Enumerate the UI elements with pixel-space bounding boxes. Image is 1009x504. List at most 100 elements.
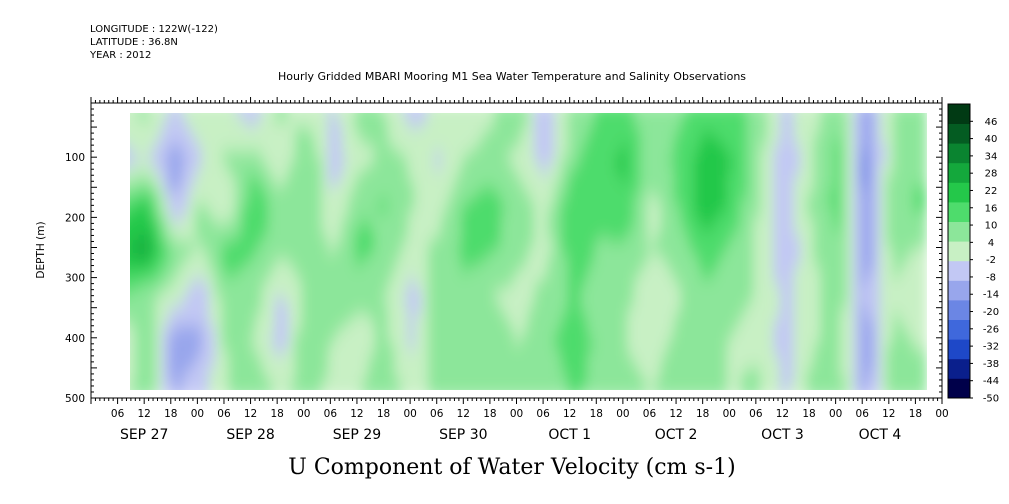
heatmap-cell — [647, 175, 655, 182]
heatmap-cell — [235, 181, 243, 188]
heatmap-cell — [467, 229, 475, 236]
heatmap-cell — [321, 157, 329, 164]
heatmap-cell — [780, 247, 788, 255]
heatmap-cell — [354, 241, 362, 249]
heatmap-cell — [354, 343, 362, 351]
heatmap-cell — [148, 241, 156, 249]
heatmap-cell — [653, 247, 662, 255]
heatmap-cell — [221, 307, 229, 315]
heatmap-cell — [401, 121, 409, 128]
heatmap-cell — [627, 361, 635, 369]
heatmap-cell — [520, 139, 529, 146]
heatmap-cell — [221, 343, 229, 351]
heatmap-cell — [614, 193, 622, 200]
heatmap-cell — [461, 223, 469, 230]
heatmap-cell — [155, 289, 163, 297]
heatmap-cell — [507, 247, 515, 255]
heatmap-cell — [747, 133, 755, 140]
heatmap-cell — [168, 241, 176, 249]
heatmap-cell — [673, 235, 681, 242]
heatmap-cell — [341, 331, 349, 339]
heatmap-cell — [720, 139, 728, 146]
heatmap-cell — [713, 313, 721, 321]
heatmap-cell — [567, 337, 575, 345]
heatmap-cell — [288, 289, 296, 297]
heatmap-cell — [215, 193, 223, 200]
heatmap-cell — [241, 235, 249, 242]
heatmap-cell — [281, 307, 289, 315]
heatmap-cell — [301, 283, 309, 291]
heatmap-cell — [760, 151, 768, 158]
heatmap-cell — [130, 271, 136, 279]
heatmap-cell — [130, 265, 136, 273]
heatmap-cell — [228, 235, 236, 242]
heatmap-cell — [361, 319, 369, 327]
heatmap-cell — [740, 133, 748, 140]
heatmap-cell — [407, 223, 416, 230]
heatmap-cell — [441, 127, 449, 134]
heatmap-cell — [620, 283, 628, 291]
heatmap-cell — [328, 277, 336, 285]
heatmap-cell — [627, 187, 635, 194]
heatmap-cell — [547, 277, 555, 285]
heatmap-cell — [308, 139, 316, 146]
heatmap-cell — [501, 199, 509, 206]
heatmap-cell — [607, 229, 615, 236]
heatmap-cell — [301, 151, 309, 158]
heatmap-cell — [268, 113, 276, 116]
heatmap-cell — [501, 181, 509, 188]
heatmap-cell — [195, 187, 203, 194]
heatmap-cell — [693, 115, 701, 122]
heatmap-cell — [773, 379, 781, 387]
heatmap-cell — [740, 235, 748, 242]
heatmap-cell — [747, 121, 755, 128]
heatmap-cell — [753, 355, 761, 363]
heatmap-cell — [707, 193, 715, 200]
heatmap-cell — [567, 133, 575, 140]
heatmap-cell — [328, 253, 336, 261]
heatmap-cell — [135, 193, 143, 200]
heatmap-cell — [175, 223, 183, 230]
heatmap-cell — [494, 361, 502, 369]
heatmap-cell — [520, 145, 529, 152]
heatmap-cell — [627, 349, 635, 357]
heatmap-cell — [720, 211, 728, 218]
heatmap-cell — [620, 181, 628, 188]
heatmap-cell — [481, 127, 489, 134]
heatmap-cell — [474, 181, 482, 188]
heatmap-cell — [208, 361, 216, 369]
heatmap-cell — [501, 151, 509, 158]
heatmap-cell — [733, 379, 741, 387]
heatmap-cell — [713, 205, 721, 212]
heatmap-cell — [155, 319, 163, 327]
heatmap-cell — [321, 271, 329, 279]
heatmap-cell — [514, 145, 522, 152]
heatmap-cell — [454, 386, 462, 390]
heatmap-cell — [520, 313, 529, 321]
heatmap-cell — [394, 205, 402, 212]
heatmap-cell — [634, 253, 642, 261]
heatmap-cell — [680, 247, 688, 255]
heatmap-cell — [620, 199, 628, 206]
heatmap-cell — [281, 386, 289, 390]
heatmap-cell — [687, 361, 695, 369]
heatmap-cell — [580, 133, 588, 140]
heatmap-cell — [434, 337, 442, 345]
heatmap-cell — [534, 265, 542, 273]
heatmap-cell — [248, 115, 256, 122]
heatmap-cell — [713, 373, 721, 381]
heatmap-cell — [673, 181, 681, 188]
heatmap-cell — [467, 319, 475, 327]
heatmap-cell — [441, 373, 449, 381]
heatmap-cell — [640, 113, 648, 116]
heatmap-cell — [707, 115, 715, 122]
heatmap-cell — [461, 386, 469, 390]
heatmap-cell — [474, 265, 482, 273]
heatmap-cell — [421, 349, 429, 357]
heatmap-cell — [707, 283, 715, 291]
heatmap-cell — [255, 265, 263, 273]
heatmap-cell — [348, 283, 356, 291]
heatmap-cell — [574, 271, 582, 279]
heatmap-cell — [434, 169, 442, 176]
heatmap-cell — [614, 229, 622, 236]
